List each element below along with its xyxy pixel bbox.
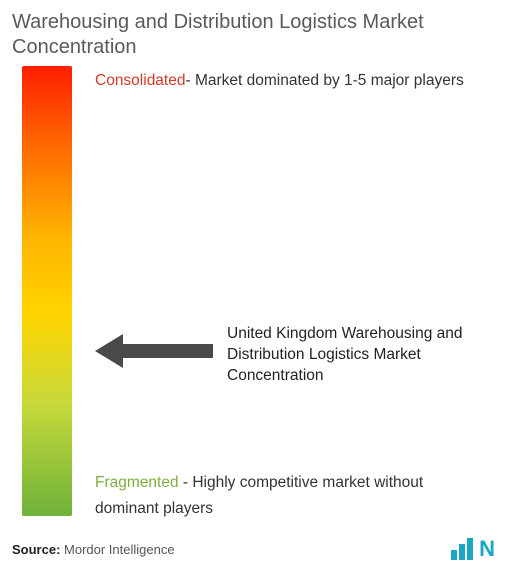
position-marker: United Kingdom Warehousing and Distribut… [95,324,489,387]
fragmented-label: Fragmented - Highly competitive market w… [95,470,489,523]
logo-letter: N [479,538,495,560]
diagram-area: Consolidated- Market dominated by 1-5 ma… [0,66,507,526]
fragmented-term: Fragmented [95,474,179,491]
page-title: Warehousing and Distribution Logistics M… [0,0,507,66]
footer: Source: Mordor Intelligence N [12,538,495,560]
left-arrow-icon [95,334,213,368]
source-label: Source: [12,542,60,557]
consolidated-term: Consolidated [95,72,185,89]
source-line: Source: Mordor Intelligence [12,542,175,557]
consolidated-description: - Market dominated by 1-5 major players [185,72,463,89]
logo-bar-icon [459,544,465,560]
brand-logo: N [451,538,495,560]
logo-bar-icon [467,538,473,560]
logo-bar-icon [451,550,457,560]
marker-text: United Kingdom Warehousing and Distribut… [227,324,489,387]
source-value: Mordor Intelligence [60,542,174,557]
consolidated-label: Consolidated- Market dominated by 1-5 ma… [95,68,489,94]
concentration-gradient-bar [22,66,72,516]
